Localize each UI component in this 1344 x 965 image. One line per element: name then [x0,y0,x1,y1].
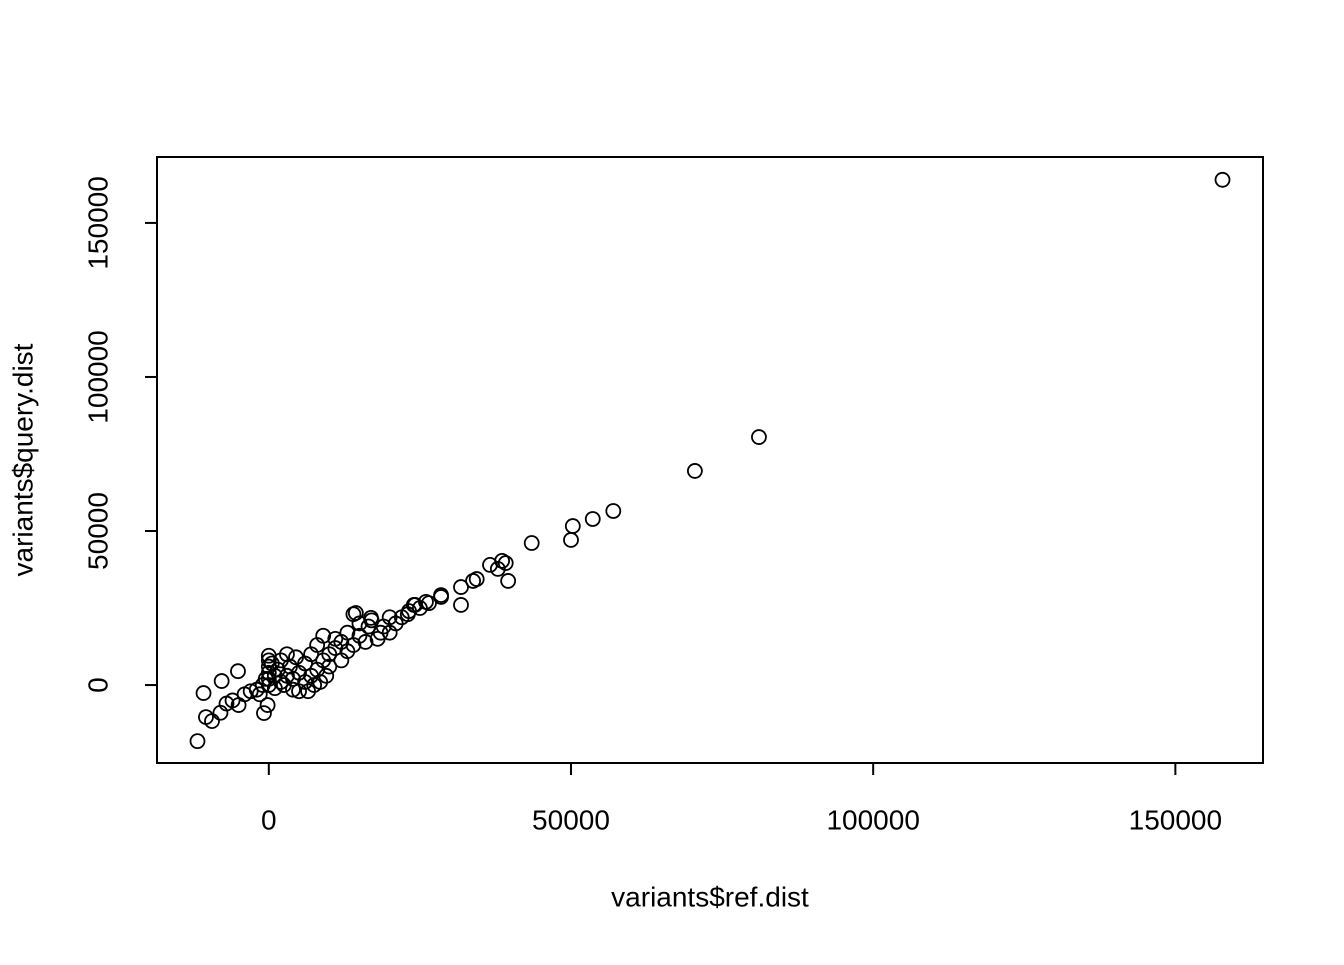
point [453,579,469,595]
y-axis-label: variants$query.dist [7,343,38,576]
point [523,535,540,551]
x-tick-label: 100000 [826,804,919,835]
point [251,686,268,703]
point [195,685,212,701]
point [453,597,469,613]
point [465,573,481,589]
point [482,557,498,573]
point [497,555,514,571]
point [259,697,276,713]
point [285,681,301,698]
point [351,615,368,632]
x-tick-label: 0 [261,804,277,835]
point [584,511,601,527]
point [357,634,374,650]
x-axis-label: variants$ref.dist [611,881,809,912]
point [500,573,517,589]
point [315,627,332,644]
point [321,658,338,675]
point [605,503,622,519]
point [433,587,449,603]
y-tick-label: 50000 [82,492,113,570]
y-tick-label: 0 [82,677,113,693]
point [564,518,581,534]
point [1214,171,1231,188]
point [242,683,259,700]
point [418,593,434,610]
point [198,709,214,725]
y-tick-label: 150000 [82,176,113,269]
point [489,561,506,577]
point [260,652,277,669]
point [213,673,230,689]
point [751,429,767,445]
point [686,463,703,479]
x-tick-label: 150000 [1129,804,1222,835]
x-tick-label: 50000 [532,804,610,835]
point [230,663,246,680]
y-tick-label: 100000 [82,330,113,423]
point [256,705,272,721]
point [339,624,356,641]
point [318,667,335,684]
point [563,532,579,548]
point [363,612,380,629]
point [189,733,206,750]
